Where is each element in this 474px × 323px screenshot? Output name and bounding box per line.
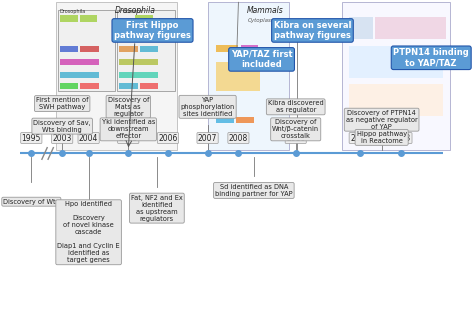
Bar bbox=[55, 2, 177, 150]
Text: Hpo identified

Discovery
of novel kinase
cascade

Diap1 and Cyclin E
identified: Hpo identified Discovery of novel kinase… bbox=[57, 201, 120, 263]
Text: First Hippo
pathway figures: First Hippo pathway figures bbox=[114, 21, 191, 40]
Bar bbox=[135, 15, 153, 22]
Bar bbox=[119, 59, 158, 65]
Bar bbox=[217, 62, 260, 91]
Text: Discovery of Sav,
Wts binding: Discovery of Sav, Wts binding bbox=[33, 120, 91, 133]
Bar bbox=[119, 83, 138, 89]
Text: 1995: 1995 bbox=[22, 133, 41, 142]
Bar bbox=[236, 117, 254, 123]
Bar bbox=[80, 83, 99, 89]
Text: 2005: 2005 bbox=[118, 133, 138, 142]
Bar bbox=[60, 72, 99, 78]
Text: Fat, NF2 and Ex
identified
as upstream
regulators: Fat, NF2 and Ex identified as upstream r… bbox=[131, 195, 183, 222]
Bar bbox=[80, 47, 99, 52]
Bar bbox=[208, 2, 289, 150]
Bar bbox=[60, 83, 79, 89]
Bar bbox=[60, 47, 79, 52]
Text: Discovery of
Wnt/β-catenin
crosstalk: Discovery of Wnt/β-catenin crosstalk bbox=[272, 119, 319, 139]
Bar bbox=[119, 47, 138, 52]
Text: Discovery of PTPN14
as negative regulator
of YAP: Discovery of PTPN14 as negative regulato… bbox=[346, 110, 418, 130]
Bar bbox=[241, 45, 258, 52]
Bar bbox=[348, 84, 443, 117]
Text: 2003: 2003 bbox=[53, 133, 72, 142]
Bar bbox=[140, 47, 158, 52]
Text: Sd identified as DNA
binding partner for YAP: Sd identified as DNA binding partner for… bbox=[215, 184, 292, 197]
Text: YAP
phosphorylation
sites identified: YAP phosphorylation sites identified bbox=[181, 97, 235, 117]
Text: Discovery of Wts: Discovery of Wts bbox=[3, 199, 59, 205]
Bar bbox=[342, 2, 450, 150]
Bar bbox=[60, 59, 99, 65]
Text: 2006: 2006 bbox=[158, 133, 178, 142]
Text: First mention of
SWH pathway: First mention of SWH pathway bbox=[36, 97, 89, 110]
Text: Kibra on several
pathway figures: Kibra on several pathway figures bbox=[273, 21, 351, 40]
Bar bbox=[217, 45, 238, 52]
Text: Mammals: Mammals bbox=[246, 5, 283, 15]
Bar bbox=[60, 15, 78, 22]
Text: Humans: Humans bbox=[122, 9, 143, 15]
Bar bbox=[348, 17, 373, 39]
Text: 2007: 2007 bbox=[198, 133, 217, 142]
Text: PTPN14 binding
to YAP/TAZ: PTPN14 binding to YAP/TAZ bbox=[393, 48, 469, 68]
Text: Kibra discovered
as regulator: Kibra discovered as regulator bbox=[268, 100, 324, 113]
Text: 2004: 2004 bbox=[79, 133, 98, 142]
Bar bbox=[80, 15, 98, 22]
Bar bbox=[217, 117, 234, 123]
Bar bbox=[348, 46, 443, 78]
Text: Drosophila: Drosophila bbox=[59, 9, 85, 15]
Text: Discovery of
Mats as
regulator: Discovery of Mats as regulator bbox=[108, 97, 149, 117]
Bar bbox=[140, 83, 158, 89]
Bar bbox=[375, 17, 446, 39]
Text: 2008: 2008 bbox=[229, 133, 248, 142]
Text: Cytoplasm: Cytoplasm bbox=[248, 18, 277, 23]
Text: Hippo pathway
in Reactome: Hippo pathway in Reactome bbox=[356, 131, 407, 144]
Text: 2012: 2012 bbox=[350, 133, 369, 142]
Text: Cytoplasm: Cytoplasm bbox=[142, 18, 172, 23]
Bar bbox=[117, 10, 174, 91]
Bar bbox=[119, 72, 158, 78]
Text: 2010: 2010 bbox=[286, 133, 305, 142]
Text: 2013: 2013 bbox=[392, 133, 411, 142]
Text: Drosophila: Drosophila bbox=[114, 5, 155, 15]
Bar bbox=[58, 10, 115, 91]
Text: YAP/TAZ first
included: YAP/TAZ first included bbox=[231, 50, 292, 69]
Text: Yki identified as
downstream
effector: Yki identified as downstream effector bbox=[101, 119, 155, 139]
